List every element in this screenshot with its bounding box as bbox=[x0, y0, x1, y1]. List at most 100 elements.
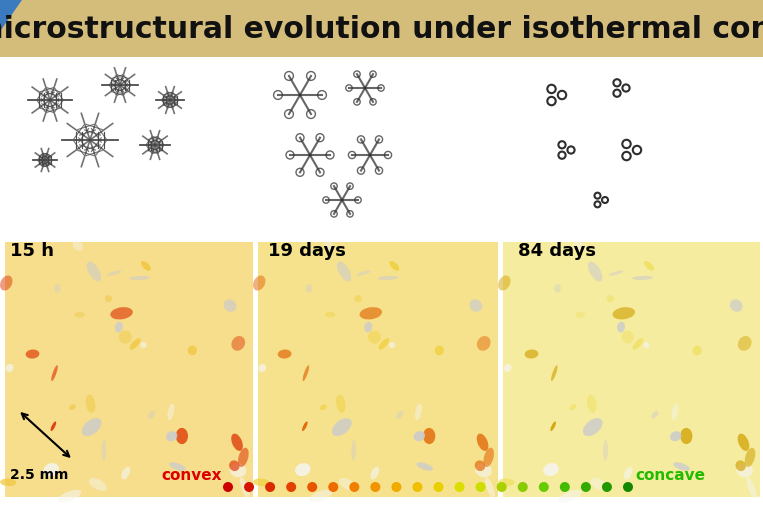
Circle shape bbox=[286, 482, 296, 492]
Circle shape bbox=[307, 482, 317, 492]
Ellipse shape bbox=[498, 478, 514, 486]
Ellipse shape bbox=[141, 261, 151, 271]
Ellipse shape bbox=[587, 395, 597, 413]
Ellipse shape bbox=[504, 364, 512, 372]
Bar bbox=[258, 62, 493, 237]
Ellipse shape bbox=[231, 434, 243, 451]
Ellipse shape bbox=[475, 460, 485, 471]
Ellipse shape bbox=[368, 330, 381, 343]
Ellipse shape bbox=[469, 299, 482, 312]
Ellipse shape bbox=[574, 240, 584, 251]
Circle shape bbox=[370, 482, 381, 492]
Ellipse shape bbox=[389, 261, 399, 271]
Ellipse shape bbox=[477, 434, 488, 451]
Ellipse shape bbox=[238, 448, 249, 467]
Circle shape bbox=[560, 482, 570, 492]
Ellipse shape bbox=[435, 345, 444, 355]
Ellipse shape bbox=[51, 365, 58, 381]
Ellipse shape bbox=[575, 312, 585, 318]
Ellipse shape bbox=[302, 422, 307, 431]
Ellipse shape bbox=[415, 404, 422, 420]
Ellipse shape bbox=[525, 350, 539, 359]
Ellipse shape bbox=[121, 467, 130, 479]
Ellipse shape bbox=[325, 312, 336, 318]
Ellipse shape bbox=[129, 276, 150, 280]
Ellipse shape bbox=[188, 345, 197, 355]
Ellipse shape bbox=[148, 411, 155, 418]
Ellipse shape bbox=[554, 284, 561, 293]
Ellipse shape bbox=[475, 463, 492, 477]
Ellipse shape bbox=[351, 440, 356, 460]
Ellipse shape bbox=[82, 418, 101, 436]
Ellipse shape bbox=[306, 284, 312, 293]
Ellipse shape bbox=[115, 322, 123, 332]
Ellipse shape bbox=[370, 467, 379, 479]
Ellipse shape bbox=[745, 448, 755, 467]
Circle shape bbox=[455, 482, 465, 492]
Ellipse shape bbox=[583, 418, 603, 436]
Ellipse shape bbox=[229, 460, 240, 471]
Text: convex: convex bbox=[162, 468, 222, 483]
Ellipse shape bbox=[309, 490, 332, 502]
Ellipse shape bbox=[253, 276, 266, 290]
Ellipse shape bbox=[231, 336, 245, 351]
Ellipse shape bbox=[332, 418, 352, 436]
Ellipse shape bbox=[477, 336, 491, 351]
Ellipse shape bbox=[107, 270, 121, 276]
Ellipse shape bbox=[230, 463, 246, 477]
Text: 15 h: 15 h bbox=[10, 242, 54, 260]
Ellipse shape bbox=[111, 307, 133, 319]
Bar bbox=[258, 242, 498, 497]
Ellipse shape bbox=[278, 350, 291, 359]
Ellipse shape bbox=[355, 295, 362, 302]
Ellipse shape bbox=[240, 477, 250, 498]
Ellipse shape bbox=[364, 322, 372, 332]
Circle shape bbox=[349, 482, 359, 492]
Ellipse shape bbox=[632, 276, 653, 280]
Ellipse shape bbox=[613, 307, 635, 319]
Circle shape bbox=[391, 482, 401, 492]
Ellipse shape bbox=[169, 463, 185, 471]
Text: snow microstructural evolution under isothermal conditions: snow microstructural evolution under iso… bbox=[0, 15, 763, 44]
Ellipse shape bbox=[378, 338, 389, 350]
Ellipse shape bbox=[140, 342, 146, 348]
Ellipse shape bbox=[693, 345, 702, 355]
Ellipse shape bbox=[644, 261, 654, 271]
Text: 84 days: 84 days bbox=[518, 242, 596, 260]
Ellipse shape bbox=[101, 440, 106, 460]
Circle shape bbox=[602, 482, 612, 492]
Ellipse shape bbox=[43, 463, 59, 476]
Ellipse shape bbox=[339, 478, 357, 491]
Circle shape bbox=[518, 482, 528, 492]
Ellipse shape bbox=[396, 411, 404, 418]
Circle shape bbox=[539, 482, 549, 492]
Ellipse shape bbox=[75, 312, 85, 318]
Bar bbox=[5, 242, 253, 497]
Ellipse shape bbox=[607, 295, 614, 302]
Ellipse shape bbox=[485, 477, 495, 498]
Ellipse shape bbox=[417, 463, 433, 471]
Ellipse shape bbox=[54, 284, 61, 293]
Ellipse shape bbox=[167, 404, 175, 420]
Circle shape bbox=[433, 482, 443, 492]
Ellipse shape bbox=[633, 338, 643, 350]
Ellipse shape bbox=[303, 365, 309, 381]
Ellipse shape bbox=[253, 478, 269, 486]
Ellipse shape bbox=[623, 467, 633, 479]
Ellipse shape bbox=[336, 395, 346, 413]
Ellipse shape bbox=[680, 428, 693, 444]
Ellipse shape bbox=[736, 463, 753, 477]
Ellipse shape bbox=[617, 322, 625, 332]
Circle shape bbox=[413, 482, 423, 492]
Ellipse shape bbox=[58, 490, 81, 502]
Circle shape bbox=[581, 482, 591, 492]
Bar bbox=[503, 242, 760, 497]
Ellipse shape bbox=[130, 338, 140, 350]
Ellipse shape bbox=[166, 431, 178, 442]
Ellipse shape bbox=[72, 240, 83, 251]
Ellipse shape bbox=[746, 477, 756, 498]
Ellipse shape bbox=[570, 404, 576, 410]
Text: concave: concave bbox=[635, 468, 705, 483]
Ellipse shape bbox=[559, 490, 581, 502]
Ellipse shape bbox=[730, 299, 742, 312]
